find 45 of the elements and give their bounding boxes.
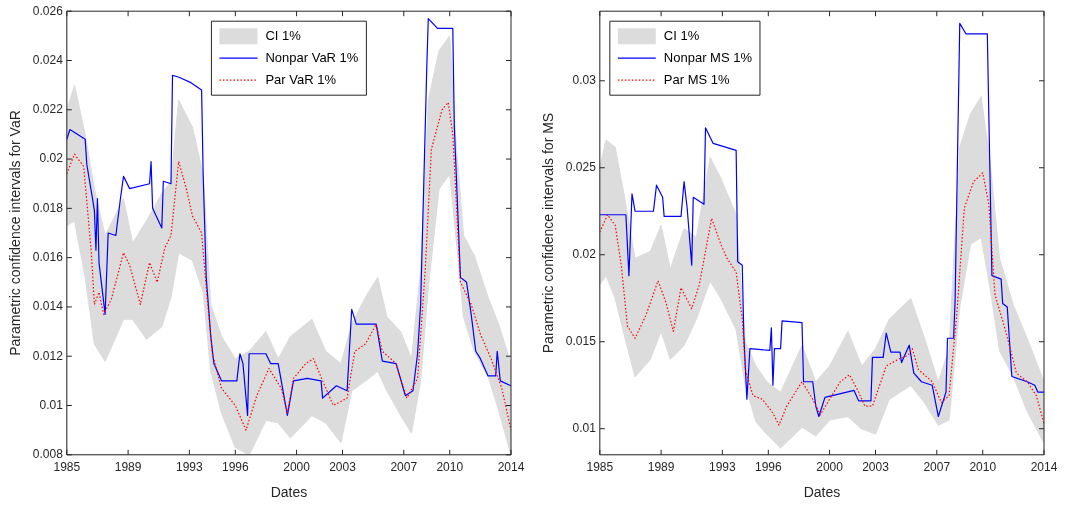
y-tick-label: 0.02 (572, 247, 597, 262)
y-tick-label: 0.015 (565, 334, 597, 349)
y-tick-label: 0.016 (32, 249, 64, 264)
line-series (66, 101, 511, 431)
x-tick-label: 2010 (436, 460, 464, 475)
x-tick-label: 1985 (53, 460, 81, 475)
y-tick-label: 0.025 (565, 160, 597, 175)
legend-label: Par MS 1% (663, 71, 731, 87)
y-tick-label: 0.018 (32, 200, 64, 215)
x-tick-label: 2014 (1030, 460, 1058, 475)
x-tick-label: 1993 (176, 460, 204, 475)
y-tick-label: 0.01 (39, 397, 64, 412)
x-tick-label: 1996 (754, 460, 782, 475)
y-tick-label: 0.03 (572, 73, 597, 88)
legend-label: CI 1% (265, 27, 302, 43)
x-tick-label: 2003 (862, 460, 890, 475)
line-series (599, 172, 1044, 426)
y-tick-label: 0.024 (32, 52, 64, 67)
y-tick-label: 0.012 (32, 348, 64, 363)
x-tick-label: 2007 (923, 460, 951, 475)
y-tick-label: 0.022 (32, 102, 64, 117)
legend-label: Nonpar MS 1% (663, 49, 753, 65)
y-tick-label: 0.026 (32, 3, 64, 18)
x-tick-label: 2010 (969, 460, 997, 475)
x-tick-label: 1985 (586, 460, 614, 475)
x-axis-title: Dates (270, 484, 308, 501)
legend-label: Nonpar VaR 1% (265, 49, 359, 65)
x-tick-label: 2014 (497, 460, 525, 475)
y-tick-label: 0.008 (32, 447, 64, 462)
x-tick-label: 2003 (329, 460, 357, 475)
x-axis-title: Dates (803, 484, 841, 501)
x-tick-label: 1989 (114, 460, 142, 475)
x-tick-label: 2007 (390, 460, 418, 475)
x-tick-label: 1989 (647, 460, 675, 475)
y-axis-title: Parametric confidence intervals for VaR (7, 110, 24, 356)
y-tick-label: 0.01 (572, 421, 597, 436)
x-tick-label: 1996 (221, 460, 249, 475)
legend-label: CI 1% (663, 27, 700, 43)
legend-label: Par VaR 1% (265, 71, 337, 87)
x-tick-label: 2000 (816, 460, 844, 475)
y-axis-title: Parametric confidence intervals for MS (540, 112, 557, 354)
x-tick-label: 2000 (283, 460, 311, 475)
y-tick-label: 0.014 (32, 299, 64, 314)
x-tick-label: 1993 (709, 460, 737, 475)
y-tick-label: 0.02 (39, 151, 64, 166)
